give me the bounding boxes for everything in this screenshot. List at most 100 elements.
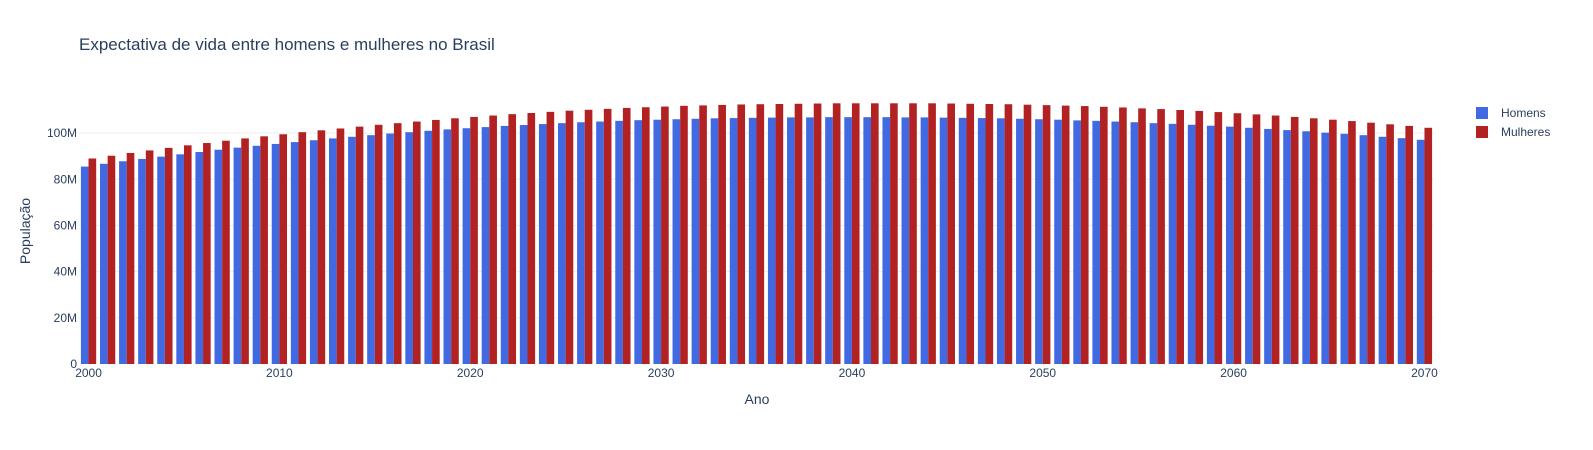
- bar-homens[interactable]: [1397, 138, 1406, 364]
- bar-homens[interactable]: [538, 124, 547, 364]
- bar-mulheres[interactable]: [374, 124, 383, 364]
- bar-homens[interactable]: [443, 129, 452, 364]
- bar-homens[interactable]: [615, 120, 623, 364]
- bar-mulheres[interactable]: [1042, 105, 1051, 365]
- bar-mulheres[interactable]: [1004, 104, 1013, 364]
- bar-mulheres[interactable]: [1157, 109, 1165, 364]
- bar-mulheres[interactable]: [871, 103, 879, 365]
- bar-mulheres[interactable]: [88, 158, 97, 364]
- bar-mulheres[interactable]: [546, 111, 555, 364]
- bar-mulheres[interactable]: [1290, 116, 1299, 365]
- bar-homens[interactable]: [939, 117, 948, 365]
- bar-homens[interactable]: [252, 145, 261, 364]
- bar-homens[interactable]: [882, 117, 891, 364]
- bar-mulheres[interactable]: [584, 109, 593, 365]
- bar-mulheres[interactable]: [279, 134, 288, 364]
- bar-homens[interactable]: [825, 117, 833, 364]
- bar-mulheres[interactable]: [1309, 118, 1318, 364]
- bar-homens[interactable]: [1054, 119, 1062, 364]
- bar-homens[interactable]: [1378, 136, 1387, 364]
- bar-homens[interactable]: [634, 120, 642, 364]
- bar-homens[interactable]: [1245, 127, 1253, 364]
- bar-homens[interactable]: [309, 140, 318, 364]
- bar-mulheres[interactable]: [451, 118, 459, 364]
- bar-homens[interactable]: [710, 118, 719, 364]
- bar-homens[interactable]: [367, 135, 375, 364]
- bar-homens[interactable]: [233, 147, 242, 364]
- bar-homens[interactable]: [729, 118, 738, 364]
- bar-mulheres[interactable]: [145, 150, 154, 364]
- bar-homens[interactable]: [176, 154, 184, 364]
- bar-mulheres[interactable]: [1367, 122, 1375, 364]
- bar-mulheres[interactable]: [661, 106, 669, 364]
- legend-swatch-homens[interactable]: [1476, 107, 1488, 119]
- bar-mulheres[interactable]: [756, 104, 765, 364]
- bar-homens[interactable]: [577, 122, 585, 365]
- bar-homens[interactable]: [500, 125, 509, 365]
- bar-homens[interactable]: [1168, 123, 1177, 364]
- bar-homens[interactable]: [1283, 130, 1291, 364]
- bar-mulheres[interactable]: [603, 108, 612, 364]
- bar-mulheres[interactable]: [794, 103, 803, 365]
- bar-mulheres[interactable]: [1023, 104, 1032, 364]
- bar-mulheres[interactable]: [260, 136, 268, 364]
- bar-homens[interactable]: [1302, 131, 1310, 364]
- bar-homens[interactable]: [405, 132, 413, 364]
- bar-homens[interactable]: [787, 117, 795, 364]
- bar-mulheres[interactable]: [107, 155, 116, 364]
- bar-mulheres[interactable]: [1329, 119, 1337, 364]
- bar-homens[interactable]: [80, 166, 89, 364]
- bar-mulheres[interactable]: [909, 103, 917, 365]
- bar-mulheres[interactable]: [412, 121, 421, 364]
- bar-mulheres[interactable]: [890, 103, 898, 365]
- bar-mulheres[interactable]: [1348, 121, 1356, 364]
- bar-mulheres[interactable]: [1195, 110, 1204, 364]
- bar-homens[interactable]: [1073, 120, 1081, 364]
- bar-homens[interactable]: [138, 158, 146, 364]
- bar-mulheres[interactable]: [641, 107, 650, 364]
- bar-mulheres[interactable]: [432, 119, 440, 365]
- bar-mulheres[interactable]: [928, 103, 936, 365]
- bar-homens[interactable]: [920, 117, 929, 364]
- bar-homens[interactable]: [844, 117, 852, 364]
- bar-mulheres[interactable]: [1100, 106, 1108, 365]
- bar-homens[interactable]: [329, 138, 337, 364]
- bar-homens[interactable]: [901, 117, 910, 364]
- bar-homens[interactable]: [214, 149, 223, 364]
- bar-homens[interactable]: [1264, 128, 1272, 364]
- bar-mulheres[interactable]: [164, 147, 173, 364]
- bar-mulheres[interactable]: [1214, 112, 1223, 364]
- bar-homens[interactable]: [672, 119, 681, 365]
- bar-mulheres[interactable]: [355, 126, 364, 364]
- bar-homens[interactable]: [1187, 124, 1196, 364]
- legend-label-mulheres[interactable]: Mulheres: [1501, 125, 1550, 139]
- bar-homens[interactable]: [1340, 133, 1349, 364]
- bar-homens[interactable]: [1359, 135, 1368, 364]
- bar-homens[interactable]: [119, 161, 127, 364]
- bar-mulheres[interactable]: [1061, 105, 1070, 365]
- bar-homens[interactable]: [519, 125, 528, 364]
- bar-mulheres[interactable]: [1119, 107, 1127, 365]
- bar-mulheres[interactable]: [775, 104, 784, 364]
- bar-mulheres[interactable]: [718, 104, 726, 365]
- bar-mulheres[interactable]: [317, 130, 326, 364]
- bar-homens[interactable]: [1130, 122, 1139, 365]
- bar-homens[interactable]: [767, 117, 776, 365]
- bar-homens[interactable]: [558, 123, 566, 364]
- bar-mulheres[interactable]: [1252, 114, 1261, 364]
- bar-mulheres[interactable]: [489, 115, 497, 364]
- bar-homens[interactable]: [958, 117, 967, 364]
- bar-mulheres[interactable]: [680, 105, 688, 364]
- bar-mulheres[interactable]: [966, 103, 975, 365]
- bar-mulheres[interactable]: [985, 104, 994, 364]
- bar-homens[interactable]: [806, 117, 814, 364]
- bar-mulheres[interactable]: [126, 152, 135, 364]
- bar-mulheres[interactable]: [393, 123, 402, 364]
- bar-homens[interactable]: [290, 142, 299, 364]
- bar-homens[interactable]: [1416, 139, 1425, 364]
- bar-mulheres[interactable]: [222, 140, 230, 364]
- legend-swatch-mulheres[interactable]: [1476, 126, 1488, 138]
- bar-mulheres[interactable]: [336, 128, 345, 364]
- bar-homens[interactable]: [1092, 120, 1101, 364]
- bar-homens[interactable]: [1111, 121, 1120, 364]
